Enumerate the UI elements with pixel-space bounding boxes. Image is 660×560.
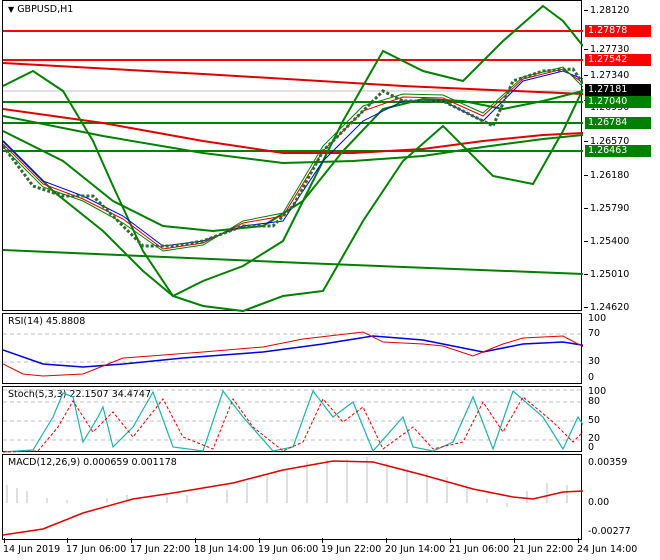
price-chart-panel[interactable]: ▼ GBPUSD,H1 (2, 0, 583, 312)
resistance-price-tag: 1.27878 (585, 25, 651, 37)
stoch-axis: 100 80 50 20 0 (588, 386, 607, 453)
macd-panel[interactable]: MACD(12,26,9) 0.000659 0.001178 (2, 454, 583, 540)
stochastic-panel[interactable]: Stoch(5,3,3) 22.1507 34.4747 (2, 386, 583, 453)
stoch-plot (3, 389, 583, 453)
macd-axis: 0.00359 0.00 -0.00277 (588, 457, 631, 537)
macd-title: MACD(12,26,9) 0.000659 0.001178 (8, 457, 177, 468)
support-price-tag: 1.26784 (585, 117, 651, 129)
price-plot (3, 4, 583, 312)
price-axis[interactable]: 1.28120 1.27730 1.27340 1.26950 1.26570 … (584, 0, 660, 313)
support-price-tag: 1.26463 (585, 145, 651, 157)
current-price-tag: 1.27181 (585, 84, 651, 96)
rsi-plot (3, 331, 583, 377)
rsi-panel[interactable]: RSI(14) 45.8808 (2, 313, 583, 384)
triangle-down-icon[interactable]: ▼ (8, 5, 15, 14)
support-price-tag: 1.27040 (585, 96, 651, 108)
symbol-title[interactable]: ▼ GBPUSD,H1 (8, 4, 74, 15)
rsi-axis: 100 70 30 0 (588, 313, 607, 383)
rsi-title: RSI(14) 45.8808 (8, 316, 86, 327)
stoch-title: Stoch(5,3,3) 22.1507 34.4747 (8, 389, 152, 400)
macd-plot (3, 457, 583, 536)
resistance-price-tag: 1.27542 (585, 54, 651, 66)
